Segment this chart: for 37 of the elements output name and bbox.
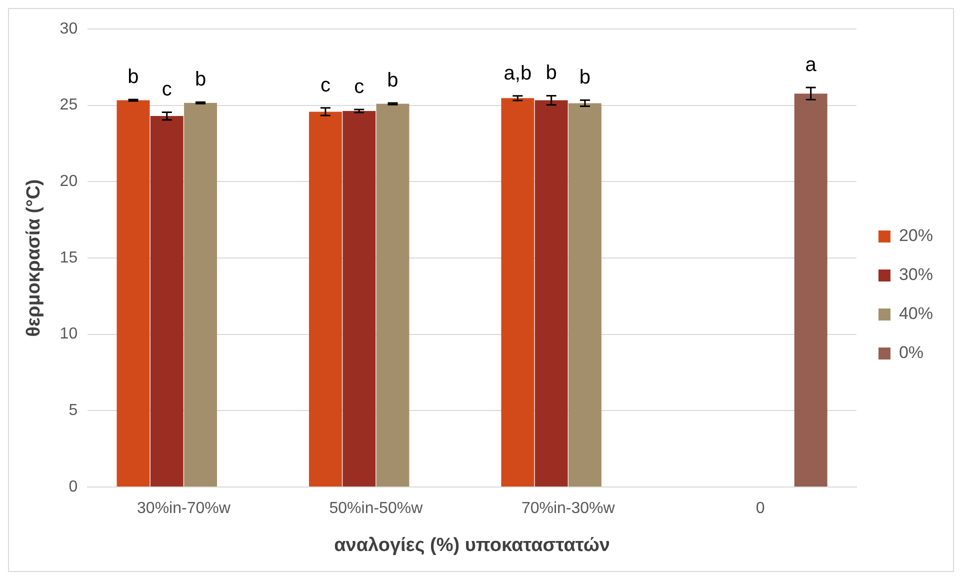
bar bbox=[501, 98, 534, 486]
legend-label: 20% bbox=[898, 226, 934, 246]
legend-label: 40% bbox=[898, 304, 934, 324]
bar bbox=[342, 110, 376, 486]
bar bbox=[150, 116, 184, 486]
y-axis-title: θερμοκρασία (°C) bbox=[24, 179, 45, 337]
x-tick-label: 50%in-50%w bbox=[329, 500, 424, 518]
data-label: c bbox=[320, 74, 330, 96]
data-label: a,b bbox=[504, 62, 532, 84]
y-tick-label: 15 bbox=[60, 249, 78, 266]
y-tick-label: 25 bbox=[60, 96, 78, 114]
bar bbox=[376, 104, 410, 486]
data-label: b bbox=[128, 66, 139, 88]
bar bbox=[116, 100, 150, 486]
y-tick-label: 0 bbox=[68, 478, 78, 496]
legend-label: 30% bbox=[898, 265, 934, 284]
bar bbox=[534, 100, 568, 486]
data-label: c bbox=[354, 76, 364, 98]
bar bbox=[184, 102, 218, 486]
x-axis-title: αναλογίες (%) υποκαταστατών bbox=[334, 534, 610, 556]
y-tick-label: 20 bbox=[60, 173, 78, 190]
y-tick-label: 10 bbox=[60, 326, 78, 343]
data-label: b bbox=[579, 66, 591, 89]
legend-label: 0% bbox=[898, 343, 924, 362]
data-label: a bbox=[805, 54, 818, 76]
bar bbox=[568, 103, 602, 486]
data-label: b bbox=[387, 70, 398, 92]
bar bbox=[794, 94, 828, 486]
data-label: b bbox=[194, 68, 206, 91]
bar bbox=[308, 112, 342, 486]
x-tick-label: 30%in-70%w bbox=[137, 500, 231, 518]
y-tick-label: 30 bbox=[60, 20, 78, 38]
data-label: b bbox=[546, 62, 557, 84]
y-tick-label: 5 bbox=[68, 402, 78, 420]
data-label: c bbox=[162, 78, 172, 101]
x-tick-label: 0 bbox=[756, 500, 765, 518]
x-tick-label: 70%in-30%w bbox=[521, 500, 616, 518]
